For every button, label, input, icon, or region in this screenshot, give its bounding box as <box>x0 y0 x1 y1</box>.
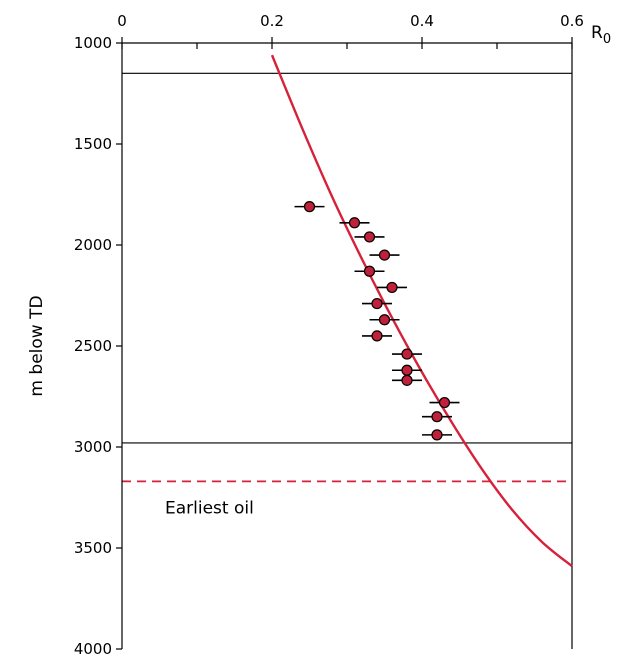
marker-3 <box>378 249 391 261</box>
x-axis-title-main: R <box>591 23 603 43</box>
y-tick-label-2: 2000 <box>74 236 112 254</box>
data-point-7 <box>369 314 400 326</box>
data-point-6 <box>362 297 392 310</box>
marker-2 <box>363 231 376 243</box>
y-tick-label-6: 4000 <box>74 640 112 657</box>
y-tick-label-1: 1500 <box>74 135 112 153</box>
x-axis-title-subscript: 0 <box>603 32 611 47</box>
data-point-14 <box>422 429 452 441</box>
y-tick-label-4: 3000 <box>74 438 112 456</box>
data-point-10 <box>392 364 422 376</box>
data-point-1 <box>339 217 370 229</box>
y-tick-label-0: 1000 <box>74 34 112 52</box>
marker-7 <box>378 314 391 326</box>
marker-6 <box>371 297 383 310</box>
marker-13 <box>431 411 443 423</box>
marker-14 <box>431 429 443 441</box>
chart-text: m below TD R0 0 0.2 0.4 0.61000150020002500… <box>27 12 611 657</box>
annotation-0: Earliest oil <box>165 499 254 519</box>
marker-0 <box>303 201 316 213</box>
marker-1 <box>348 217 361 229</box>
data-point-9 <box>392 348 422 360</box>
marker-8 <box>371 330 383 342</box>
trend-curve <box>270 54 573 568</box>
data-point-5 <box>377 281 407 294</box>
marker-11 <box>401 374 413 386</box>
x-tick-label-2: 0.4 <box>410 12 434 30</box>
data-point-13 <box>422 411 452 423</box>
data-point-3 <box>369 249 400 261</box>
trend-curve-layer <box>270 54 573 568</box>
data-point-0 <box>294 201 325 213</box>
x-tick-label-1: 0.2 <box>260 12 284 30</box>
data-points <box>294 201 460 441</box>
data-point-4 <box>354 265 385 277</box>
y-axis-title: m below TD <box>27 295 47 396</box>
marker-12 <box>438 396 451 409</box>
reference-lines <box>122 72 572 483</box>
marker-4 <box>363 265 376 277</box>
axes <box>116 37 573 650</box>
marker-10 <box>401 364 413 376</box>
marker-5 <box>386 281 398 294</box>
data-point-8 <box>362 330 392 342</box>
x-axis-title: R0 <box>591 23 611 47</box>
data-point-2 <box>354 231 385 243</box>
marker-9 <box>401 348 413 360</box>
data-point-11 <box>392 374 422 386</box>
x-tick-label-0: 0 <box>117 12 127 30</box>
y-tick-label-5: 3500 <box>74 539 112 557</box>
data-point-12 <box>429 396 460 409</box>
y-tick-label-3: 2500 <box>74 337 112 355</box>
x-tick-label-3: 0.6 <box>560 12 584 30</box>
